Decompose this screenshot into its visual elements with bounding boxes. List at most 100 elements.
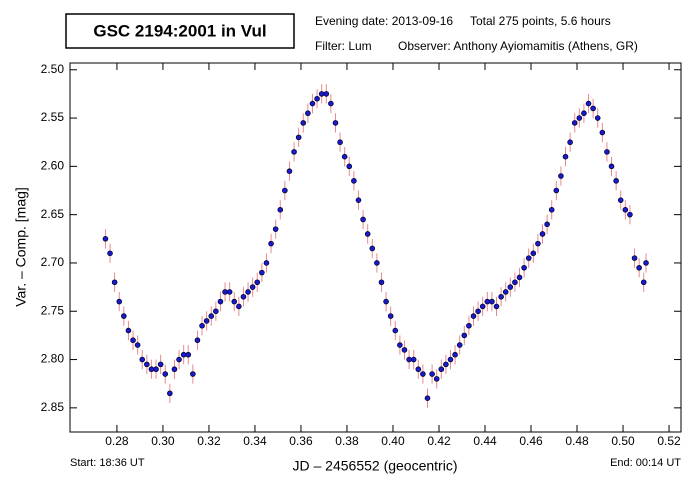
x-tick-label: 0.28 [105, 434, 129, 448]
data-point [617, 197, 624, 203]
data-point [190, 371, 196, 377]
data-point [282, 187, 288, 194]
y-tick-label: 2.75 [41, 303, 65, 317]
data-point [171, 366, 178, 373]
data-point [631, 255, 638, 261]
data-point [332, 120, 339, 126]
data-point [144, 361, 150, 368]
data-point [387, 313, 394, 319]
data-point [116, 298, 123, 305]
data-point [309, 100, 316, 107]
data-point [608, 163, 615, 170]
data-point [240, 293, 247, 300]
data-point [636, 264, 642, 271]
data-point [622, 207, 629, 213]
data-point [447, 356, 454, 363]
data-point [461, 332, 468, 339]
x-tick-label: 0.50 [611, 434, 635, 448]
data-point [111, 279, 118, 286]
data-point [433, 376, 440, 382]
y-axis-label: Var. – Comp. [mag] [13, 187, 29, 307]
total-points: Total 275 points, 5.6 hours [470, 14, 611, 28]
data-point [530, 250, 537, 257]
data-point [328, 100, 334, 107]
data-point [254, 279, 261, 286]
data-point [594, 115, 601, 121]
data-point [364, 231, 371, 237]
data-point [213, 308, 219, 315]
start-time: Start: 18:36 UT [70, 457, 145, 469]
data-point [415, 366, 422, 373]
data-point [627, 211, 633, 218]
data-point [581, 110, 587, 117]
data-point [259, 269, 265, 276]
x-tick-label: 0.30 [151, 434, 175, 448]
x-tick-label: 0.46 [519, 434, 543, 448]
data-point [493, 303, 500, 310]
data-point [392, 327, 399, 334]
data-point [236, 303, 242, 310]
data-point [355, 197, 362, 203]
data-point [502, 289, 509, 295]
data-point [369, 245, 376, 252]
data-point [286, 168, 293, 174]
data-point [199, 322, 205, 329]
x-tick-label: 0.38 [335, 434, 359, 448]
data-point [226, 289, 233, 295]
data-point [360, 216, 366, 223]
data-point [525, 255, 532, 261]
x-tick-label: 0.52 [657, 434, 681, 448]
data-point [107, 250, 113, 257]
data-point [318, 91, 325, 97]
data-point [567, 139, 573, 146]
data-point [167, 390, 173, 397]
data-point [208, 313, 215, 319]
data-point [484, 298, 491, 305]
data-point [401, 347, 408, 353]
data-point [516, 274, 523, 281]
data-point [613, 178, 619, 184]
data-point [420, 371, 426, 377]
data-point [562, 153, 569, 160]
data-point [378, 279, 385, 286]
data-point [539, 231, 546, 237]
plot-frame [69, 62, 682, 433]
data-point [217, 298, 224, 305]
data-point [148, 366, 155, 373]
data-point [535, 240, 541, 247]
x-tick-label: 0.32 [197, 434, 221, 448]
data-point [576, 115, 583, 121]
data-point [341, 153, 348, 160]
filter: Filter: Lum [315, 39, 372, 53]
data-point [643, 260, 649, 266]
data-point [466, 322, 472, 329]
data-point [443, 361, 449, 368]
y-tick-label: 2.60 [41, 159, 65, 173]
data-point [374, 260, 380, 266]
chart-title: GSC 2194:2001 in Vul [93, 21, 266, 40]
data-point [272, 226, 279, 232]
data-point [162, 371, 169, 377]
data-point [521, 264, 527, 271]
x-tick-label: 0.42 [427, 434, 451, 448]
data-point [185, 351, 192, 358]
x-tick-label: 0.48 [565, 434, 589, 448]
data-point [406, 356, 412, 363]
data-point [314, 95, 320, 102]
data-point [604, 149, 610, 155]
data-point [305, 110, 311, 117]
title-box [65, 13, 295, 49]
data-point [548, 207, 555, 213]
data-point [590, 105, 596, 112]
data-point [102, 236, 109, 242]
data-point [640, 279, 647, 286]
data-point [553, 187, 560, 194]
data-point [153, 366, 159, 373]
data-point [268, 240, 274, 247]
data-point [134, 342, 141, 348]
data-point [346, 163, 353, 170]
data-point [121, 313, 127, 319]
x-axis-label: JD – 2456552 (geocentric) [293, 458, 458, 474]
data-point [438, 366, 445, 373]
